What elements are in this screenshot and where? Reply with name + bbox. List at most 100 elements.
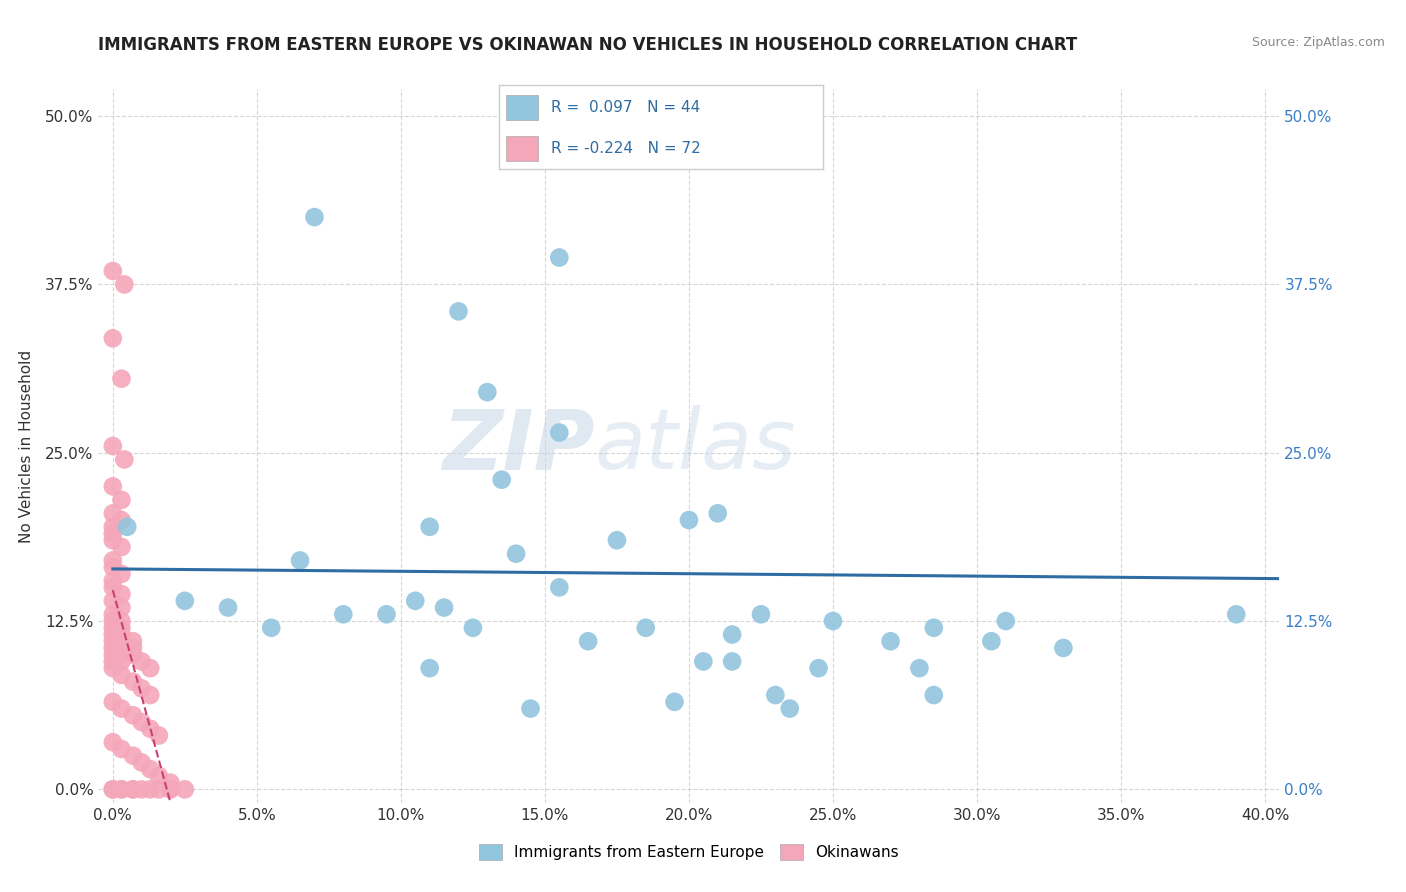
Point xyxy=(721,627,744,641)
Point xyxy=(110,587,132,601)
Point xyxy=(101,553,124,567)
Y-axis label: No Vehicles in Household: No Vehicles in Household xyxy=(18,350,34,542)
Point xyxy=(101,648,124,662)
Point xyxy=(110,600,132,615)
Point xyxy=(101,264,124,278)
Point xyxy=(110,614,132,628)
Point xyxy=(433,600,456,615)
Point xyxy=(110,621,132,635)
Point xyxy=(1225,607,1247,622)
Point xyxy=(101,640,124,655)
Point xyxy=(419,661,441,675)
Point xyxy=(548,251,571,265)
Text: R = -0.224   N = 72: R = -0.224 N = 72 xyxy=(551,141,700,156)
Point xyxy=(110,782,132,797)
Point xyxy=(101,782,124,797)
Point xyxy=(110,782,132,797)
Point xyxy=(763,688,786,702)
Point xyxy=(922,621,945,635)
Point xyxy=(131,714,153,729)
Point xyxy=(101,695,124,709)
Point xyxy=(419,520,441,534)
Point xyxy=(112,452,135,467)
Point xyxy=(634,621,657,635)
Point xyxy=(139,688,162,702)
Point xyxy=(217,600,239,615)
Point xyxy=(101,560,124,574)
Point xyxy=(101,614,124,628)
Point xyxy=(115,520,138,534)
Point xyxy=(131,681,153,696)
Point xyxy=(122,782,145,797)
Point xyxy=(375,607,398,622)
Point xyxy=(101,479,124,493)
Text: ZIP: ZIP xyxy=(441,406,595,486)
Point xyxy=(260,621,283,635)
Point xyxy=(101,661,124,675)
FancyBboxPatch shape xyxy=(506,95,538,120)
Point xyxy=(101,621,124,635)
Point xyxy=(505,547,527,561)
Point xyxy=(131,655,153,669)
Point xyxy=(122,640,145,655)
Point xyxy=(110,742,132,756)
Point xyxy=(101,533,124,548)
Point xyxy=(447,304,470,318)
Point xyxy=(139,762,162,776)
Legend: Immigrants from Eastern Europe, Okinawans: Immigrants from Eastern Europe, Okinawan… xyxy=(474,838,904,866)
Point xyxy=(807,661,830,675)
FancyBboxPatch shape xyxy=(506,136,538,161)
Point xyxy=(101,655,124,669)
Point xyxy=(404,594,426,608)
Point xyxy=(101,526,124,541)
Point xyxy=(131,756,153,770)
Point xyxy=(101,735,124,749)
Text: atlas: atlas xyxy=(595,406,796,486)
Point xyxy=(101,506,124,520)
Point xyxy=(519,701,541,715)
Point xyxy=(173,782,195,797)
Point xyxy=(112,277,135,292)
Point xyxy=(548,580,571,594)
Point xyxy=(122,634,145,648)
Point xyxy=(304,210,326,224)
Point xyxy=(706,506,728,520)
Point xyxy=(461,621,484,635)
Point xyxy=(101,331,124,345)
Point xyxy=(332,607,354,622)
Point xyxy=(148,729,170,743)
Point xyxy=(101,580,124,594)
Point xyxy=(139,782,162,797)
Point xyxy=(576,634,599,648)
Point xyxy=(122,674,145,689)
Point xyxy=(122,648,145,662)
Point xyxy=(139,722,162,736)
Point xyxy=(101,439,124,453)
Point xyxy=(110,701,132,715)
Point xyxy=(721,655,744,669)
Point xyxy=(173,594,195,608)
Point xyxy=(148,769,170,783)
Point xyxy=(110,372,132,386)
Point xyxy=(122,748,145,763)
Text: R =  0.097   N = 44: R = 0.097 N = 44 xyxy=(551,100,700,115)
Point xyxy=(606,533,628,548)
Point xyxy=(110,540,132,554)
Point xyxy=(122,708,145,723)
Point xyxy=(908,661,931,675)
Point xyxy=(980,634,1002,648)
Point xyxy=(821,614,844,628)
Point xyxy=(101,594,124,608)
Point xyxy=(101,634,124,648)
Point xyxy=(159,782,181,797)
Point xyxy=(101,574,124,588)
Point xyxy=(749,607,772,622)
Point xyxy=(110,627,132,641)
Point xyxy=(664,695,686,709)
Point xyxy=(678,513,700,527)
Point xyxy=(110,640,132,655)
Point xyxy=(491,473,513,487)
Point xyxy=(159,775,181,789)
Point xyxy=(101,607,124,622)
Point xyxy=(110,668,132,682)
